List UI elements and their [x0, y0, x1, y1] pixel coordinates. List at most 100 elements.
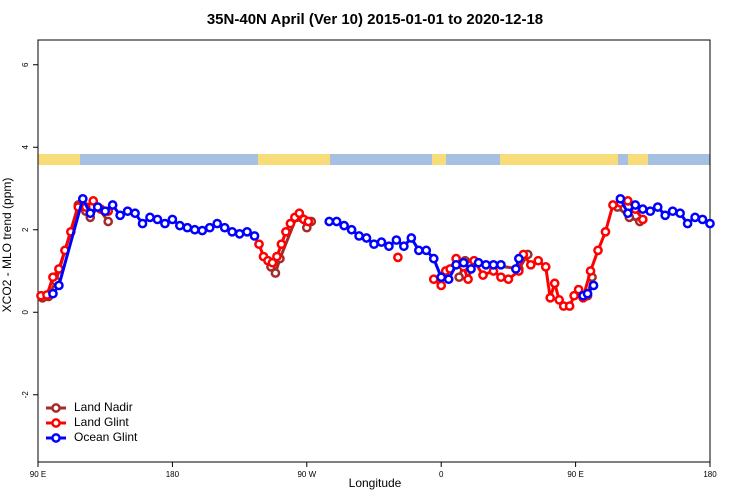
data-point [376, 237, 387, 247]
data-point [152, 214, 163, 225]
data-point [458, 257, 469, 268]
data-point [107, 200, 118, 210]
x-tick-label: 90 W [297, 470, 316, 479]
data-point [667, 206, 678, 217]
data-point [503, 274, 514, 285]
data-point [212, 218, 223, 229]
y-tick-label: 6 [21, 62, 30, 67]
data-point [511, 264, 521, 274]
data-point [488, 259, 499, 270]
data-point [204, 222, 215, 233]
data-point [48, 288, 58, 299]
y-axis-label: XCO2 - MLO trend (ppm) [0, 178, 14, 313]
data-point [436, 280, 447, 291]
data-point [234, 229, 245, 239]
data-point [554, 295, 565, 305]
data-point [533, 255, 544, 266]
data-point [276, 239, 287, 250]
data-point [675, 208, 685, 219]
data-point [478, 270, 488, 280]
y-tick-label: -2 [21, 391, 30, 399]
data-point [428, 253, 439, 264]
data-point [569, 290, 579, 301]
x-tick-label: 90 E [30, 470, 46, 479]
data-point [600, 226, 611, 237]
legend-swatch [51, 418, 61, 428]
data-point [623, 208, 633, 219]
legend-swatch [51, 403, 61, 413]
data-point [167, 214, 178, 225]
data-point [682, 218, 693, 229]
legend-label: Land Glint [74, 415, 129, 429]
data-point [481, 259, 491, 270]
data-point [346, 224, 357, 235]
data-point [582, 288, 593, 299]
data-point [85, 208, 96, 219]
data-point [54, 280, 64, 291]
data-point [637, 204, 648, 214]
data-point [354, 231, 364, 241]
data-point [285, 218, 296, 229]
x-tick-label: 90 E [567, 470, 583, 479]
data-point [705, 218, 715, 229]
data-point [436, 272, 447, 283]
data-point [466, 264, 476, 274]
data-point [160, 218, 170, 229]
data-point [77, 193, 88, 204]
data-point [103, 216, 114, 227]
y-tick-label: 0 [21, 309, 30, 314]
data-point [525, 259, 536, 270]
x-tick-label: 180 [166, 470, 180, 479]
data-point [608, 200, 618, 210]
data-point [182, 222, 193, 233]
data-point [630, 200, 641, 210]
data-point [645, 206, 656, 217]
data-point [588, 280, 599, 291]
legend-label: Land Nadir [74, 400, 133, 414]
data-point [496, 259, 506, 270]
data-point [227, 226, 237, 237]
data-point [690, 212, 700, 223]
data-point [660, 210, 671, 221]
data-point [92, 202, 103, 212]
data-point [242, 226, 252, 237]
data-point [100, 206, 111, 217]
data-point [428, 274, 439, 285]
data-point [637, 214, 648, 225]
data-point [219, 222, 230, 233]
data-point [303, 216, 314, 227]
data-point [421, 245, 432, 256]
land-mask-strip [38, 154, 710, 165]
data-point [564, 301, 575, 311]
data-point [697, 214, 708, 225]
x-axis-label: Longitude [349, 476, 402, 490]
data-point [122, 206, 133, 217]
data-point [361, 233, 372, 243]
data-point [254, 239, 264, 250]
data-point [451, 259, 461, 270]
data-point [267, 257, 278, 268]
data-point [454, 272, 464, 283]
data-point [270, 268, 281, 278]
x-tick-label: 180 [703, 470, 717, 479]
data-point [369, 239, 379, 250]
data-point [324, 216, 335, 227]
legend-label: Ocean Glint [74, 430, 138, 444]
data-point [145, 212, 155, 223]
x-tick-label: 0 [439, 470, 444, 479]
data-point [615, 193, 626, 204]
data-point [115, 210, 125, 221]
data-point [391, 235, 402, 245]
data-point [175, 220, 185, 231]
data-point [545, 292, 556, 303]
data-point [48, 272, 58, 283]
data-point [573, 284, 584, 295]
data-point [514, 253, 524, 264]
plot-frame [37, 39, 711, 463]
chart-title: 35N-40N April (Ver 10) 2015-01-01 to 202… [207, 11, 543, 28]
data-point [399, 241, 409, 252]
data-point [331, 216, 342, 227]
data-point [281, 226, 291, 237]
data-point [272, 251, 282, 262]
